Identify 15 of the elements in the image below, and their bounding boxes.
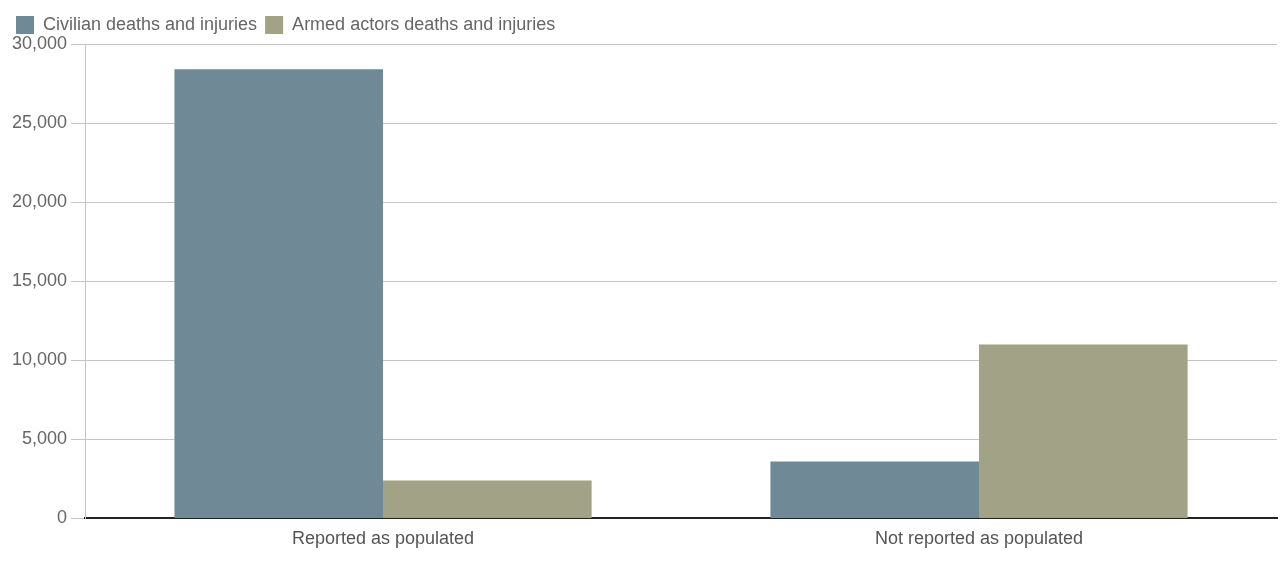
y-tick-label: 5,000: [22, 428, 68, 449]
y-tick-label: 0: [57, 507, 68, 528]
y-tick-label: 30,000: [11, 32, 68, 53]
bar: [979, 344, 1188, 518]
y-tick-label: 25,000: [11, 112, 68, 133]
bar: [174, 69, 384, 518]
y-tick-label: 20,000: [11, 191, 68, 212]
x-tick-label: Not reported as populated: [874, 528, 1084, 549]
x-tick-label: Reported as populated: [291, 528, 475, 549]
y-tick-label: 10,000: [11, 349, 68, 370]
y-tick-label: 15,000: [11, 270, 68, 291]
legend-label: Armed actors deaths and injuries: [292, 13, 556, 34]
bar: [770, 461, 980, 518]
bar: [383, 480, 592, 518]
legend-label: Civilian deaths and injuries: [43, 13, 258, 34]
